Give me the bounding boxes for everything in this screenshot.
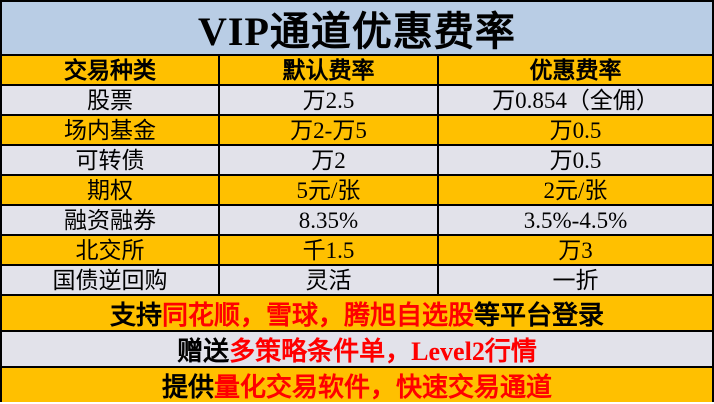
- table-header-row: 交易种类 默认费率 优惠费率: [2, 54, 712, 84]
- default-rate-cell: 万2-万5: [220, 116, 439, 144]
- default-rate-cell: 万2.5: [220, 86, 439, 114]
- table-row: 场内基金 万2-万5 万0.5: [2, 114, 712, 144]
- footer-note-segment: 支持: [109, 300, 162, 330]
- footer-note-row: 提供 量化交易软件，快速交易通道: [2, 366, 712, 402]
- category-cell: 北交所: [2, 236, 220, 264]
- category-cell: 可转债: [2, 146, 220, 174]
- footer-note-row: 支持 同花顺，雪球，腾旭自选股 等平台登录: [2, 294, 712, 330]
- discount-rate-cell: 万0.5: [549, 147, 602, 173]
- footer-note-segment: 等平台登录: [474, 300, 605, 330]
- header-default-rate: 默认费率: [220, 56, 439, 84]
- discount-rate-cell: 3.5%-4.5%: [523, 207, 628, 233]
- footer-note-segment: 赠送: [177, 336, 230, 366]
- table-row: 国债逆回购 灵活 一折: [2, 264, 712, 294]
- category-cell: 股票: [2, 86, 220, 114]
- default-rate-cell: 5元/张: [220, 176, 439, 204]
- table-row: 融资融券 8.35% 3.5%-4.5%: [2, 204, 712, 234]
- category-cell: 融资融券: [2, 206, 220, 234]
- discount-rate-cell: 万0.854（全佣）: [492, 87, 659, 113]
- header-discount-rate: 优惠费率: [529, 57, 622, 83]
- discount-rate-cell: 万0.5: [549, 117, 602, 143]
- footer-note-segment: 同花顺，雪球，腾旭自选股: [161, 300, 474, 330]
- table-row: 北交所 千1.5 万3: [2, 234, 712, 264]
- default-rate-cell: 千1.5: [220, 236, 439, 264]
- header-trade-type: 交易种类: [2, 56, 220, 84]
- page-title: VIP通道优惠费率: [2, 2, 712, 54]
- discount-rate-cell: 一折: [552, 267, 599, 293]
- category-cell: 国债逆回购: [2, 266, 220, 294]
- category-cell: 期权: [2, 176, 220, 204]
- table-row: 期权 5元/张 2元/张: [2, 174, 712, 204]
- table-row: 可转债 万2 万0.5: [2, 144, 712, 174]
- footer-note-segment: 多策略条件单，Level2行情: [229, 336, 537, 366]
- default-rate-cell: 万2: [220, 146, 439, 174]
- category-cell: 场内基金: [2, 116, 220, 144]
- discount-rate-cell: 2元/张: [543, 177, 608, 203]
- footer-note-row: 赠送 多策略条件单，Level2行情: [2, 330, 712, 366]
- table-row: 股票 万2.5 万0.854（全佣）: [2, 84, 712, 114]
- footer-note-segment: 量化交易软件，快速交易通道: [214, 372, 553, 402]
- footer-note-segment: 提供: [161, 372, 214, 402]
- default-rate-cell: 灵活: [220, 266, 439, 294]
- default-rate-cell: 8.35%: [220, 206, 439, 234]
- discount-rate-cell: 万3: [558, 237, 593, 263]
